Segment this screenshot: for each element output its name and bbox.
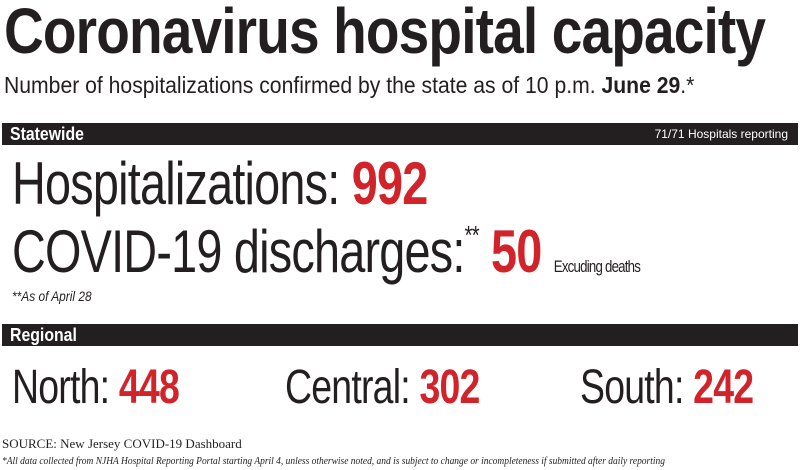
hospitalizations-value: 992 <box>351 150 429 217</box>
hospitals-reporting: 71/71 Hospitals reporting <box>654 127 788 141</box>
as-of-note: **As of April 28 <box>12 288 92 304</box>
discharges-value: 50 <box>491 218 542 285</box>
subtitle-text: Number of hospitalizations confirmed by … <box>4 72 602 98</box>
subtitle-suffix: .* <box>680 72 695 98</box>
region-value: 242 <box>693 361 754 414</box>
footnote: *All data collected from NJHA Hospital R… <box>2 455 665 467</box>
region-value: 302 <box>419 361 480 414</box>
discharges-label: COVID-19 discharges: <box>12 218 465 285</box>
region-value: 448 <box>118 361 180 414</box>
discharges-note: Excuding deaths <box>553 257 641 276</box>
discharges-line: COVID-19 discharges:** 50 Excuding death… <box>12 220 641 282</box>
hospitalizations-label: Hospitalizations: <box>12 150 352 217</box>
hospitalizations-line: Hospitalizations: 992 <box>12 154 428 214</box>
region-label: North: <box>12 361 119 414</box>
statewide-header: Statewide 71/71 Hospitals reporting <box>2 123 798 145</box>
region-north: North: 448 <box>12 361 180 414</box>
source-line: SOURCE: New Jersey COVID-19 Dashboard <box>2 436 242 451</box>
region-label: Central: <box>285 361 420 414</box>
discharges-mark: ** <box>464 220 480 250</box>
regional-header: Regional <box>2 324 798 346</box>
subtitle-date: June 29 <box>601 72 681 98</box>
region-central: Central: 302 <box>285 364 480 412</box>
region-label: South: <box>580 361 694 414</box>
subtitle: Number of hospitalizations confirmed by … <box>4 72 694 99</box>
page-title: Coronavirus hospital capacity <box>4 0 766 67</box>
statewide-label: Statewide <box>10 124 84 144</box>
region-south: South: 242 <box>580 361 754 414</box>
regional-label: Regional <box>10 325 77 345</box>
